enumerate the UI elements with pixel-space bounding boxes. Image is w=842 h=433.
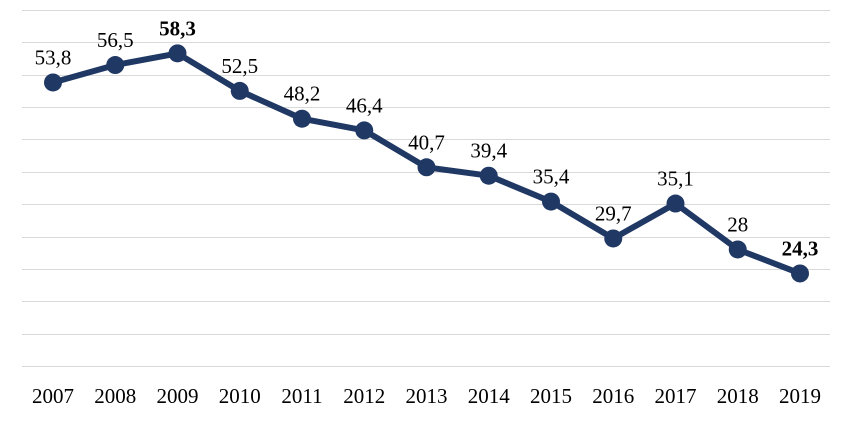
data-label-2011: 48,2 — [284, 82, 321, 106]
data-point-2015 — [542, 192, 560, 211]
data-point-2008 — [106, 56, 125, 75]
data-point-2007 — [44, 73, 62, 92]
data-point-2013 — [417, 158, 436, 177]
data-label-2008: 56,5 — [97, 28, 134, 52]
data-point-2016 — [604, 229, 623, 248]
data-point-2012 — [355, 121, 374, 140]
x-tick-label-2011: 2011 — [281, 384, 322, 408]
data-point-2009 — [168, 44, 187, 63]
x-tick-label-2012: 2012 — [343, 384, 385, 408]
data-label-2010: 52,5 — [221, 54, 258, 78]
data-label-2019: 24,3 — [782, 236, 819, 260]
data-label-2016: 29,7 — [595, 201, 632, 225]
x-tick-label-2010: 2010 — [219, 384, 261, 408]
data-labels: 53,8 56,5 58,3 52,5 48,2 46,4 40,7 39,4 35,4 29,7… — [35, 16, 819, 260]
data-label-2013: 40,7 — [408, 130, 445, 154]
x-tick-labels: 2007 2008 2009 2010 2011 2012 2013 2014 2015 2016… — [32, 384, 821, 408]
data-point-2014 — [479, 166, 498, 185]
data-label-2018: 28 — [727, 212, 748, 236]
x-tick-label-2007: 2007 — [32, 384, 74, 408]
x-tick-label-2018: 2018 — [717, 384, 759, 408]
data-point-2017 — [666, 194, 685, 213]
data-point-2010 — [230, 81, 249, 100]
data-label-2014: 39,4 — [470, 139, 507, 163]
x-tick-label-2019: 2019 — [779, 384, 821, 408]
x-tick-label-2016: 2016 — [592, 384, 634, 408]
data-label-2007: 53,8 — [35, 45, 72, 69]
x-tick-label-2014: 2014 — [468, 384, 511, 408]
x-tick-label-2015: 2015 — [530, 384, 572, 408]
x-tick-label-2013: 2013 — [406, 384, 448, 408]
data-point-2019 — [791, 264, 809, 283]
data-points — [44, 44, 809, 283]
data-label-2015: 35,4 — [533, 165, 570, 189]
data-label-2017: 35,1 — [657, 167, 694, 191]
data-label-2012: 46,4 — [346, 93, 383, 117]
data-point-2018 — [728, 240, 747, 259]
x-tick-label-2009: 2009 — [157, 384, 199, 408]
x-tick-label-2017: 2017 — [655, 384, 697, 408]
x-tick-label-2008: 2008 — [94, 384, 136, 408]
data-label-2009: 58,3 — [159, 16, 196, 40]
data-point-2011 — [293, 109, 311, 128]
